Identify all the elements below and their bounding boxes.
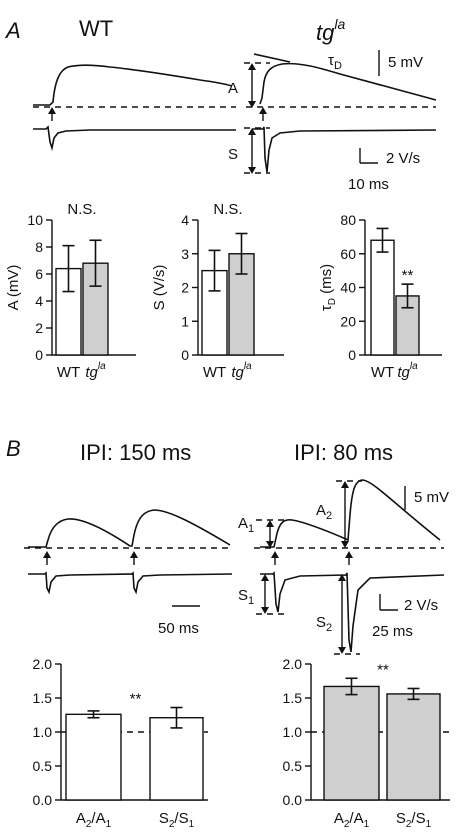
wt-stim-arrow (48, 107, 56, 121)
scale-label-mv-b: 5 mV (414, 489, 449, 506)
ipi80-stim-arrow-2 (345, 551, 353, 565)
trace-label-s: S (228, 146, 238, 163)
bar-1 (149, 717, 204, 801)
trace-label-a2: A2 (316, 502, 332, 522)
y-tick-label: 1.0 (283, 724, 303, 740)
bar-1 (386, 693, 441, 801)
y-tick-label: 10 (27, 212, 43, 228)
panel-a-title-tg: tgla (316, 16, 345, 45)
y-axis-label: τD (ms) (318, 264, 338, 311)
bar-0 (370, 239, 395, 356)
scale-label-ms-right: 25 ms (372, 623, 413, 640)
ipi80-a1-marker (266, 520, 274, 548)
category-label-1: tgla (397, 361, 418, 381)
tau-d-fit-line (253, 53, 291, 63)
trace-label-s1: S1 (238, 587, 254, 607)
bar-chart-tau-d: 0 20 40 60 80 WT tgla τD (ms) ** (318, 212, 442, 381)
y-tick-label: 6 (35, 266, 43, 282)
significance-annotation: ** (402, 267, 414, 284)
y-tick-label: 0.5 (33, 758, 53, 774)
panel-b-title-right: IPI: 80 ms (294, 440, 393, 465)
bar-chart-amplitude: 0 2 4 6 8 10 WT tgla A (mV) N.S. (5, 201, 136, 381)
y-axis-label: A (mV) (5, 265, 22, 311)
tg-stim-arrow (259, 107, 267, 121)
bar-0 (323, 685, 380, 801)
scale-bar-vs-ms-a (359, 148, 378, 164)
y-tick-label: 1.0 (33, 724, 53, 740)
category-label-0: A2/A1 (76, 810, 112, 830)
category-label-1: tgla (85, 361, 106, 381)
y-tick-label: 0.0 (283, 792, 303, 808)
y-tick-label: 40 (340, 280, 356, 296)
panel-b-letter: B (6, 436, 21, 461)
y-tick-label: 1 (181, 313, 189, 329)
scale-label-vs-b: 2 V/s (404, 597, 438, 614)
ipi150-stim-arrow-2 (130, 551, 138, 565)
trace-label-s2: S2 (316, 614, 332, 634)
bar-chart-slope: 0 1 2 3 4 WT tgla S (V/s) N.S. (151, 201, 284, 381)
y-tick-label: 2.0 (283, 656, 303, 672)
y-tick-label: 0.0 (33, 792, 53, 808)
ipi80-stim-arrow-1 (271, 551, 279, 565)
panel-a-title-wt: WT (79, 16, 113, 41)
scale-label-mv-a: 5 mV (388, 54, 423, 71)
tg-voltage-trace (244, 53, 437, 108)
y-tick-label: 0.5 (283, 758, 303, 774)
wt-voltage-trace (33, 64, 236, 108)
significance-annotation: ** (377, 661, 389, 678)
significance-annotation: N.S. (67, 201, 96, 218)
category-label-1: S2/S1 (159, 810, 195, 830)
ipi150-derivative-trace (28, 571, 233, 595)
y-tick-label: 1.5 (33, 690, 53, 706)
ipi80-s1-marker (261, 574, 269, 614)
panel-b-title-left: IPI: 150 ms (80, 440, 191, 465)
tg-amplitude-marker (248, 63, 256, 108)
ipi80-a2-marker (341, 481, 349, 548)
scale-label-ms-left: 50 ms (158, 620, 199, 637)
category-label-1: S2/S1 (396, 810, 432, 830)
category-label-0: WT (371, 364, 394, 381)
trace-label-a: A (228, 80, 238, 97)
y-tick-label: 8 (35, 239, 43, 255)
category-label-0: WT (203, 364, 226, 381)
y-tick-label: 1.5 (283, 690, 303, 706)
y-tick-label: 2.0 (33, 656, 53, 672)
tg-slope-marker (248, 128, 256, 174)
ipi80-s2-marker (338, 574, 346, 654)
bar-chart-ratio-ipi80: 0.0 0.5 1.0 1.5 2.0 A2/A1 S2/S1 ** (283, 656, 450, 830)
panel-a-letter: A (4, 18, 21, 43)
trace-label-a1: A1 (238, 515, 254, 535)
ipi80-derivative-trace (256, 571, 445, 655)
y-tick-label: 20 (340, 313, 356, 329)
y-tick-label: 0 (348, 347, 356, 363)
scale-label-ms-a: 10 ms (348, 176, 389, 193)
scale-bar-vs-ms-b (379, 594, 398, 611)
y-tick-label: 0 (35, 347, 43, 363)
y-tick-label: 2 (35, 320, 43, 336)
y-axis-label: S (V/s) (151, 265, 168, 311)
bar-0 (65, 713, 122, 801)
category-label-0: A2/A1 (334, 810, 370, 830)
category-label-1: tgla (231, 361, 252, 381)
y-tick-label: 4 (35, 293, 43, 309)
significance-annotation: ** (130, 691, 142, 708)
y-tick-label: 60 (340, 246, 356, 262)
y-tick-label: 0 (181, 347, 189, 363)
scale-label-vs-a: 2 V/s (386, 150, 420, 167)
y-tick-label: 3 (181, 246, 189, 262)
trace-label-tau-d: τD (328, 52, 342, 72)
bar-chart-ratio-ipi150: 0.0 0.5 1.0 1.5 2.0 A2/A1 S2/S1 ** (33, 656, 208, 830)
y-tick-label: 4 (181, 212, 189, 228)
significance-annotation: N.S. (213, 201, 242, 218)
wt-derivative-trace (33, 125, 236, 152)
ipi150-voltage-trace (24, 509, 232, 549)
tg-derivative-trace (244, 126, 437, 174)
category-label-0: WT (57, 364, 80, 381)
y-tick-label: 2 (181, 280, 189, 296)
y-tick-label: 80 (340, 212, 356, 228)
ipi150-stim-arrow-1 (43, 551, 51, 565)
